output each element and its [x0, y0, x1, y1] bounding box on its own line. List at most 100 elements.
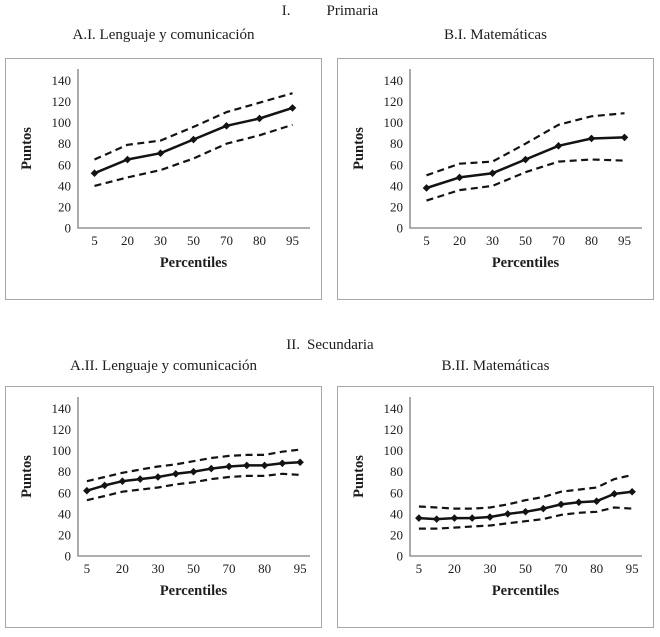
diamond-marker	[136, 475, 144, 483]
diamond-marker	[222, 122, 231, 130]
y-tick-label: 140	[52, 401, 72, 416]
chart-b1-title: B.I. Matemáticas	[444, 27, 547, 43]
y-tick-label: 100	[384, 115, 404, 130]
lower-bound-line	[418, 506, 633, 530]
y-axis-title: Puntos	[351, 127, 367, 170]
chart-a2-title: A.II. Lenguaje y comunicación	[69, 358, 257, 374]
y-tick-label: 60	[390, 485, 403, 500]
diamond-marker	[415, 514, 423, 522]
x-tick-label: 5	[423, 233, 430, 248]
y-tick-label: 120	[384, 94, 404, 109]
x-tick-label: 50	[187, 233, 200, 248]
upper-bound-line	[418, 473, 633, 510]
lower-bound-line	[94, 123, 293, 187]
diamond-marker	[575, 498, 583, 507]
diamond-marker	[123, 155, 132, 164]
x-tick-label: 70	[552, 233, 565, 248]
y-axis-title: Puntos	[19, 455, 35, 498]
x-tick-label: 30	[483, 561, 496, 576]
x-tick-label: 5	[91, 233, 98, 248]
section-1-title: Primaria	[326, 3, 379, 19]
y-tick-label: 0	[397, 549, 404, 564]
y-tick-label: 20	[58, 527, 71, 542]
x-axis-title: Percentiles	[160, 255, 228, 271]
x-axis-title: Percentiles	[160, 583, 228, 599]
main-series-line	[86, 461, 301, 492]
x-tick-label: 95	[618, 233, 631, 248]
chart-panel-b1: 0 20 40 60 80 100 120 140 5 20 30 50 70 80 95 Percentil…	[337, 58, 654, 300]
diamond-marker	[255, 114, 264, 123]
axes-lines	[77, 69, 310, 229]
chart-panel-a1: 0 20 40 60 80 100 120 140 5 20 30 50 70 80 95 Percentil…	[5, 58, 322, 300]
y-tick-label: 0	[65, 549, 72, 564]
diamond-marker	[587, 134, 596, 143]
chart-panel-b2: 0 20 40 60 80 100 120 140 5 20 30 50 70 80 95 Percentil…	[337, 386, 654, 628]
diamond-marker	[154, 473, 162, 481]
diamond-marker	[628, 487, 636, 496]
diamond-marker	[592, 497, 601, 506]
diamond-marker	[171, 470, 180, 478]
x-axis-title: Percentiles	[492, 255, 560, 271]
y-tick-label: 40	[390, 506, 403, 521]
y-tick-label: 100	[52, 443, 72, 458]
y-tick-label: 20	[390, 199, 403, 214]
chart-b2-title: B.II. Matemáticas	[441, 358, 550, 374]
x-tick-label: 80	[590, 561, 603, 576]
y-tick-label: 0	[65, 221, 72, 236]
y-tick-label: 60	[58, 485, 71, 500]
x-tick-label: 20	[453, 233, 466, 248]
diamond-marker	[455, 173, 464, 182]
x-tick-label: 80	[253, 233, 266, 248]
axes-lines	[409, 69, 642, 229]
y-tick-label: 0	[397, 221, 404, 236]
chart-svg: 0 20 40 60 80 100 120 140 5 20 30 50 70 80 95 Percentil…	[351, 397, 642, 599]
lower-bound-line	[86, 472, 301, 502]
x-tick-label: 95	[286, 233, 299, 248]
y-tick-label: 20	[390, 527, 403, 542]
y-tick-label: 40	[58, 178, 71, 193]
y-tick-label: 140	[384, 73, 404, 88]
y-tick-label: 60	[58, 157, 71, 172]
diamond-marker	[90, 169, 99, 178]
y-tick-label: 140	[52, 73, 72, 88]
x-tick-label: 5	[84, 561, 91, 576]
y-tick-label: 120	[52, 94, 72, 109]
section-1-numeral: I.	[281, 3, 291, 19]
diamond-marker	[620, 133, 629, 142]
diamond-marker	[260, 461, 269, 470]
chart-svg: 0 20 40 60 80 100 120 140 5 20 30 50 70 80 95 Percentil…	[351, 69, 642, 271]
x-tick-label: 20	[116, 561, 129, 576]
diamond-marker	[225, 462, 233, 471]
upper-bound-line	[94, 92, 293, 161]
diamond-marker	[486, 513, 494, 521]
section-1-header: I. Primaria	[0, 3, 660, 20]
diamond-marker	[100, 481, 109, 490]
x-tick-label: 80	[585, 233, 598, 248]
y-tick-label: 80	[390, 136, 403, 151]
diamond-marker	[422, 184, 431, 192]
x-tick-label: 70	[223, 561, 236, 576]
x-tick-label: 50	[187, 561, 200, 576]
diamond-marker	[156, 149, 165, 158]
x-tick-label: 30	[151, 561, 164, 576]
y-tick-label: 60	[390, 157, 403, 172]
diamond-marker	[207, 464, 216, 473]
upper-bound-line	[86, 448, 301, 483]
x-tick-label: 70	[220, 233, 233, 248]
diamond-marker	[243, 461, 251, 470]
y-tick-label: 120	[384, 422, 404, 437]
section-2-header: II. Secundaria	[0, 337, 660, 354]
diamond-marker	[521, 155, 530, 164]
diamond-marker	[83, 486, 91, 495]
x-tick-label: 20	[121, 233, 134, 248]
x-tick-label: 80	[258, 561, 271, 576]
chart-svg: 0 20 40 60 80 100 120 140 5 20 30 50 70 80 95 Percentil…	[19, 397, 310, 599]
x-tick-label: 50	[519, 561, 532, 576]
x-tick-label: 20	[448, 561, 461, 576]
x-tick-label: 95	[626, 561, 639, 576]
diamond-marker	[521, 507, 530, 516]
diamond-marker	[488, 169, 497, 178]
diamond-marker	[557, 500, 565, 509]
chart-svg: 0 20 40 60 80 100 120 140 5 20 30 50 70 80 95 Percentil…	[19, 69, 310, 271]
